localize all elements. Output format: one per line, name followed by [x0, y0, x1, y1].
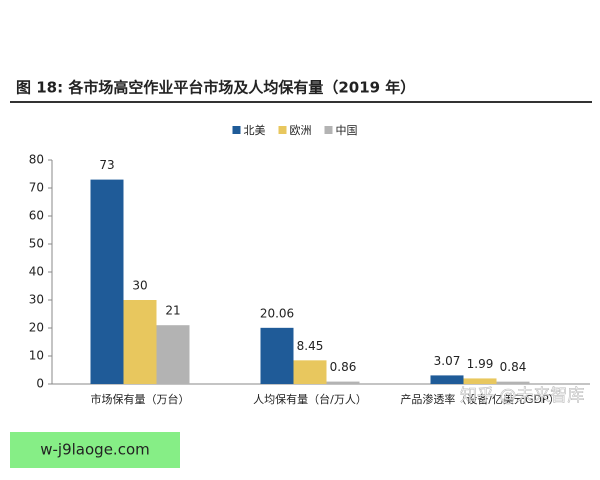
x-tick-label: 市场保有量（万台） [91, 392, 190, 406]
banner-text: w-j9laoge.com [40, 441, 149, 459]
bar [463, 378, 497, 384]
bar [156, 325, 190, 384]
data-label: 3.07 [434, 354, 461, 368]
legend-label: 中国 [336, 124, 358, 137]
legend-swatch [324, 126, 333, 134]
y-tick-label: 70 [29, 181, 44, 195]
data-label: 73 [99, 158, 114, 172]
legend-label: 欧洲 [290, 124, 312, 137]
y-tick-label: 20 [29, 321, 44, 335]
y-tick-label: 50 [29, 237, 44, 251]
y-tick-label: 30 [29, 293, 44, 307]
banner-box [10, 432, 180, 468]
bar [430, 375, 464, 384]
bar [123, 300, 157, 384]
bar [326, 381, 360, 384]
y-tick-label: 40 [29, 265, 44, 279]
legend-swatch [278, 126, 287, 134]
bar [90, 179, 124, 384]
x-tick-label: 人均保有量（台/万人） [253, 392, 367, 406]
y-tick-label: 10 [29, 349, 44, 363]
chart-title: 图 18: 各市场高空作业平台市场及人均保有量（2019 年） [16, 79, 415, 97]
bar [293, 360, 327, 384]
legend-swatch [232, 126, 241, 134]
x-tick-label: 产品渗透率（设备/亿美元GDP） [400, 392, 559, 406]
y-tick-label: 0 [36, 377, 44, 391]
data-label: 1.99 [467, 357, 494, 371]
y-tick-label: 60 [29, 209, 44, 223]
data-label: 21 [165, 304, 180, 318]
data-label: 0.86 [330, 360, 357, 374]
bar [260, 327, 294, 384]
data-label: 0.84 [500, 360, 527, 374]
bar [496, 381, 530, 384]
data-label: 20.06 [260, 306, 294, 320]
watermark: 知乎 @未来智库 [460, 386, 584, 406]
legend-label: 北美 [244, 124, 266, 137]
data-label: 30 [132, 279, 147, 293]
data-label: 8.45 [297, 339, 324, 353]
y-tick-label: 80 [29, 153, 44, 167]
